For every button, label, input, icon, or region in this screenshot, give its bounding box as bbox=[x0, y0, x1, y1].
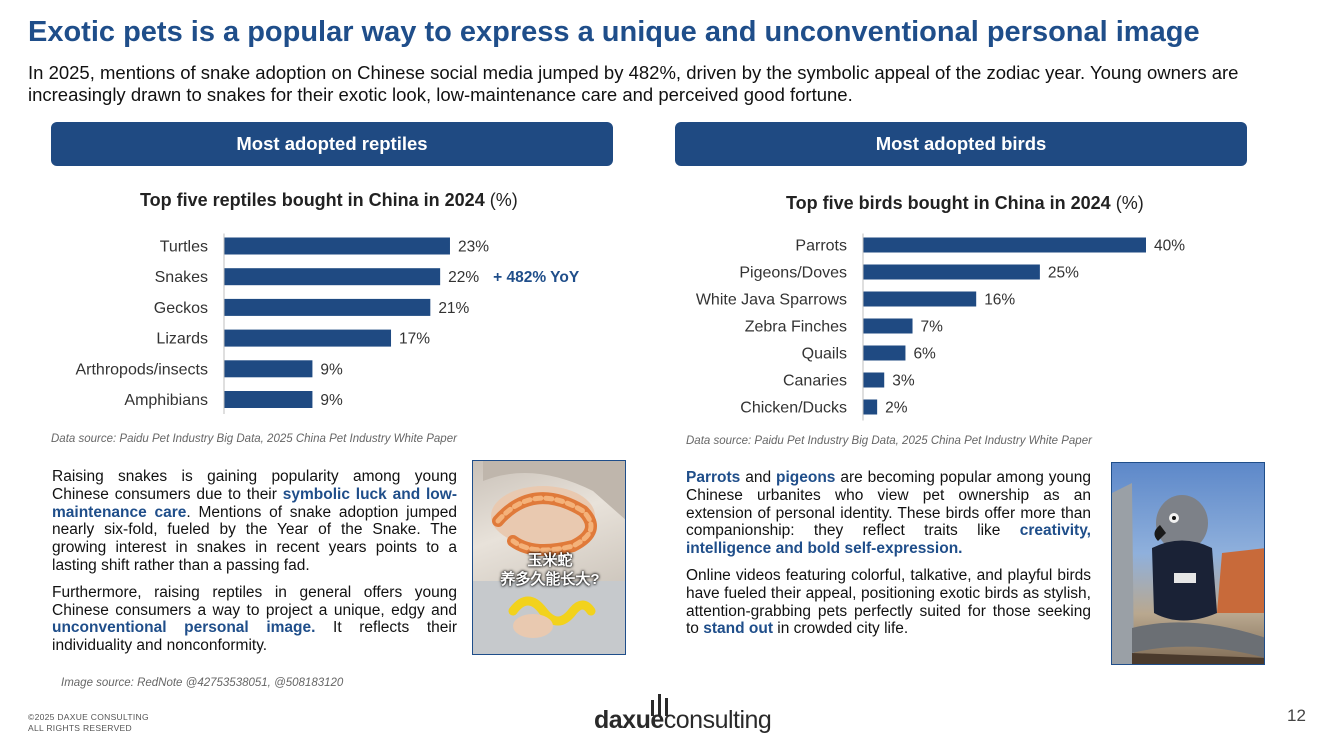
logo-part: consulting bbox=[663, 706, 772, 734]
chart-unit: (%) bbox=[1115, 193, 1144, 213]
chart-unit: (%) bbox=[489, 190, 518, 210]
highlight-text: unconventional personal image. bbox=[52, 619, 316, 637]
category-label: Canaries bbox=[783, 373, 847, 390]
category-label: Amphibians bbox=[124, 392, 208, 409]
bar bbox=[224, 237, 450, 255]
page-number: 12 bbox=[1287, 706, 1306, 725]
value-label: 2% bbox=[885, 400, 908, 417]
highlight-text: pigeons bbox=[776, 469, 836, 486]
logo-part: daxue bbox=[594, 706, 664, 734]
bar bbox=[224, 329, 392, 347]
highlight-text: stand out bbox=[703, 620, 773, 638]
bar bbox=[863, 345, 906, 361]
paragraph: Online videos featuring colorful, talkat… bbox=[686, 567, 1091, 638]
text-span: and bbox=[740, 469, 776, 486]
paragraph: Furthermore, raising reptiles in general… bbox=[52, 584, 457, 655]
text-span: Online videos featuring colorful, talkat… bbox=[686, 566, 1091, 638]
value-label: 22% bbox=[448, 269, 479, 286]
bar bbox=[224, 391, 313, 408]
bar bbox=[224, 298, 431, 316]
highlight-text: creativity, intelligence and bold self-e… bbox=[686, 522, 1091, 558]
copyright-line: ©2025 DAXUE CONSULTING bbox=[28, 712, 149, 722]
value-label: 17% bbox=[399, 331, 430, 348]
value-label: 9% bbox=[320, 392, 343, 409]
page-title: Exotic pets is a popular way to express … bbox=[28, 16, 1200, 48]
logo-bars-icon bbox=[651, 694, 668, 716]
chart-title-birds: Top five birds bought in China in 2024 (… bbox=[786, 193, 1144, 214]
value-label: 6% bbox=[913, 346, 936, 363]
birds-bar-chart: Parrots 40% Pigeons/Doves 25% White Java Spa… bbox=[696, 233, 1185, 421]
category-label: Arthropods/insects bbox=[75, 361, 208, 378]
highlight-text: Parrots bbox=[686, 469, 741, 486]
chart-title-reptiles: Top five reptiles bought in China in 202… bbox=[140, 190, 518, 211]
category-label: Lizards bbox=[156, 331, 208, 348]
section-header-birds: Most adopted birds bbox=[675, 122, 1247, 166]
caption-line: 养多久能长大? bbox=[500, 571, 600, 588]
category-label: Geckos bbox=[154, 300, 208, 317]
chart-title-text: Top five birds bought in China in 2024 bbox=[786, 193, 1111, 213]
value-label: 3% bbox=[892, 373, 915, 390]
birds-description: Parrots and pigeons are becoming popular… bbox=[686, 469, 1091, 647]
value-label: 21% bbox=[438, 300, 469, 317]
copyright-line: ALL RIGHTS RESERVED bbox=[28, 723, 132, 733]
category-label: Pigeons/Doves bbox=[739, 265, 847, 282]
bar bbox=[863, 264, 1040, 280]
caption-line: 玉米蛇 bbox=[527, 552, 573, 569]
text-span: Furthermore, raising reptiles in general… bbox=[52, 583, 457, 619]
text-span: It reflects their individuality and nonc… bbox=[52, 619, 457, 655]
snake-caption: 玉米蛇养多久能长大? bbox=[485, 551, 615, 589]
value-label: 23% bbox=[458, 239, 489, 256]
data-source-birds: Data source: Paidu Pet Industry Big Data… bbox=[686, 435, 1092, 447]
bar bbox=[224, 360, 313, 378]
text-span: . Mentions of snake adoption jumped near… bbox=[52, 503, 457, 574]
category-label: Chicken/Ducks bbox=[740, 400, 847, 417]
paragraph: Parrots and pigeons are becoming popular… bbox=[686, 469, 1091, 558]
image-source: Image source: RedNote @42753538051, @508… bbox=[61, 677, 344, 689]
category-label: Zebra Finches bbox=[745, 319, 847, 336]
category-label: Turtles bbox=[160, 239, 208, 256]
category-label: White Java Sparrows bbox=[696, 292, 847, 309]
reptiles-bar-chart: Turtles 23% Snakes 22% + 482% YoY Geckos 21% Li… bbox=[75, 233, 580, 414]
yoy-annotation: + 482% YoY bbox=[493, 269, 580, 286]
logo-text: daxueconsulting bbox=[594, 706, 772, 735]
category-label: Parrots bbox=[795, 238, 847, 255]
text-span: in crowded city life. bbox=[772, 620, 909, 638]
bar bbox=[863, 237, 1146, 253]
page-subtitle: In 2025, mentions of snake adoption on C… bbox=[28, 62, 1239, 105]
parrot-illustration bbox=[1112, 483, 1264, 664]
snake-illustration bbox=[473, 461, 625, 654]
text-span: are becoming popular among young Chinese… bbox=[686, 469, 1091, 540]
bar bbox=[863, 318, 913, 334]
value-label: 7% bbox=[921, 319, 944, 336]
bar bbox=[863, 291, 977, 307]
section-header-reptiles: Most adopted reptiles bbox=[51, 122, 613, 166]
value-label: 9% bbox=[320, 361, 343, 378]
value-label: 25% bbox=[1048, 265, 1079, 282]
category-label: Snakes bbox=[155, 269, 208, 286]
copyright: ©2025 DAXUE CONSULTING ALL RIGHTS RESERVE… bbox=[28, 712, 149, 734]
value-label: 40% bbox=[1154, 238, 1185, 255]
value-label: 16% bbox=[984, 292, 1015, 309]
highlight-text: symbolic luck and low-maintenance care bbox=[52, 485, 457, 521]
text-span: Raising snakes is gaining popularity amo… bbox=[52, 468, 457, 503]
paragraph: Raising snakes is gaining popularity amo… bbox=[52, 468, 457, 575]
bar bbox=[863, 372, 885, 388]
chart-title-text: Top five reptiles bought in China in 202… bbox=[140, 190, 485, 210]
reptiles-description: Raising snakes is gaining popularity amo… bbox=[52, 468, 457, 664]
bar bbox=[224, 268, 441, 286]
bar bbox=[863, 399, 878, 415]
data-source-reptiles: Data source: Paidu Pet Industry Big Data… bbox=[51, 433, 457, 445]
snake-photo: 玉米蛇养多久能长大? bbox=[472, 460, 626, 655]
parrot-photo bbox=[1111, 462, 1265, 665]
category-label: Quails bbox=[802, 346, 847, 363]
